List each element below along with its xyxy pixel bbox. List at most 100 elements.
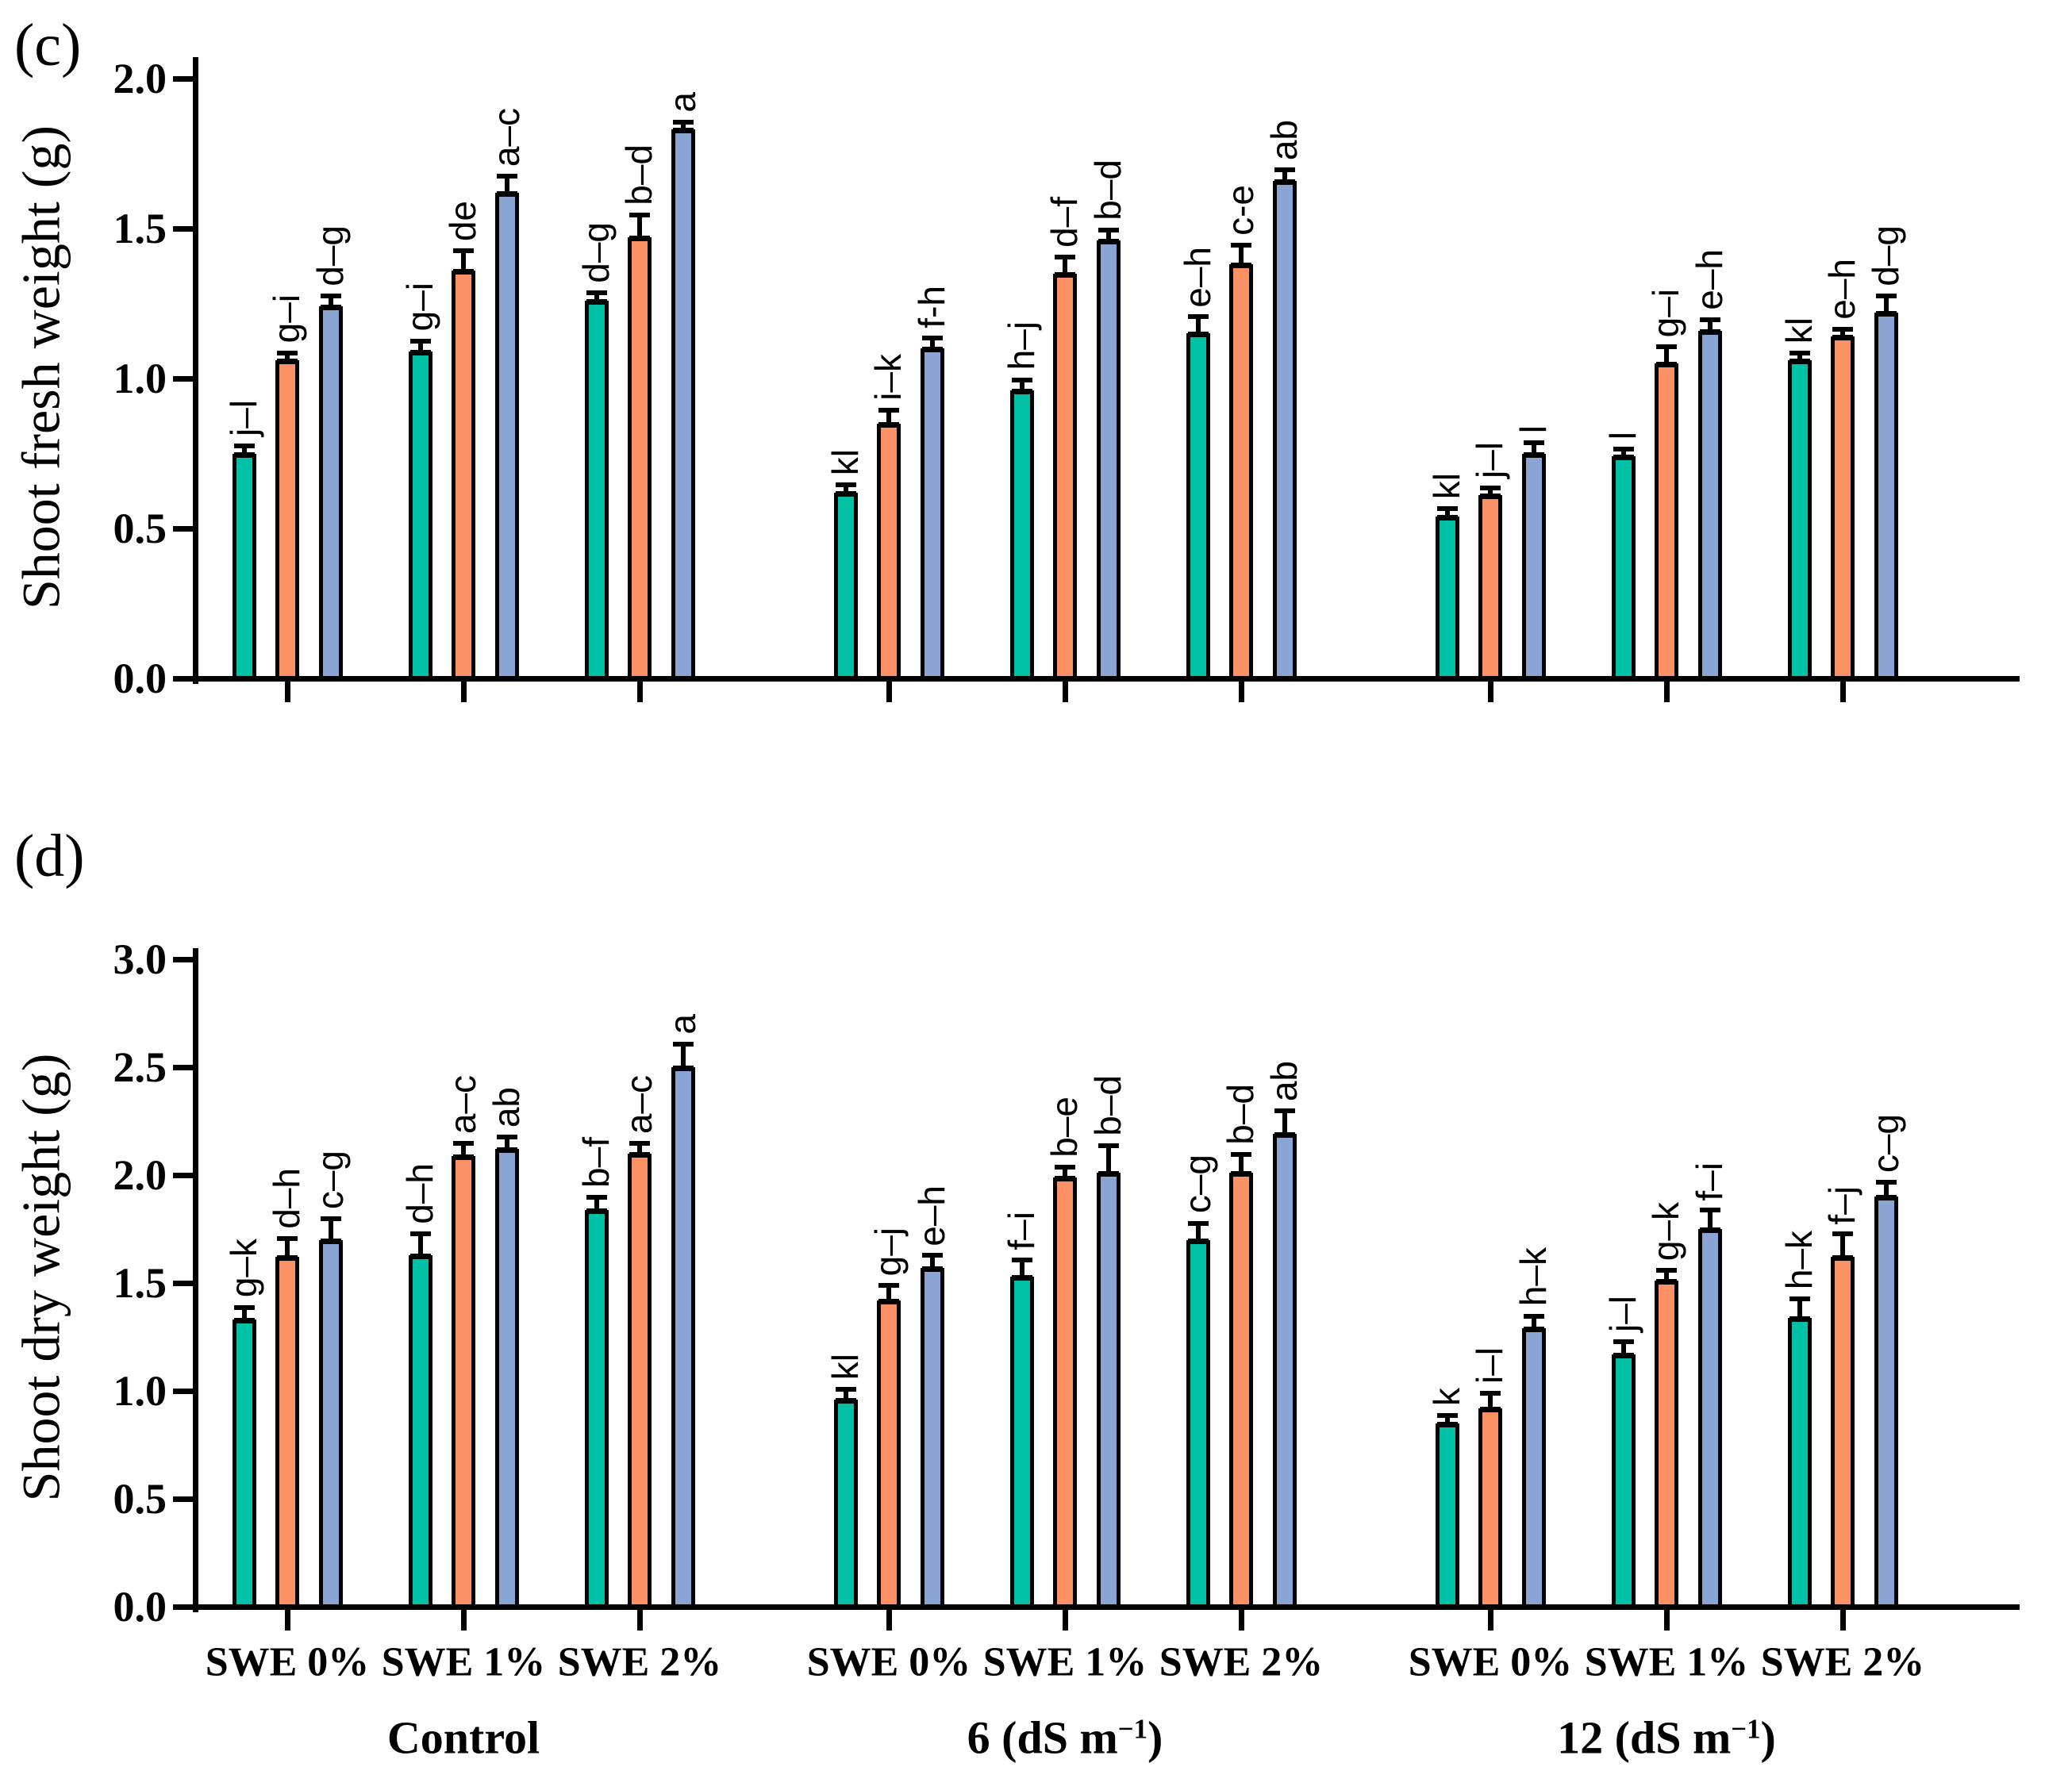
error-bar-top-cap [1700, 1208, 1720, 1213]
y-tick [173, 376, 193, 382]
significance-letter: g–k [223, 1239, 264, 1298]
x-category-label: SWE 2% [1760, 1639, 1925, 1685]
significance-letter: ab [1263, 1060, 1305, 1102]
error-bar-top-cap [1832, 1231, 1853, 1237]
bar [1655, 1281, 1678, 1608]
significance-letter: d–h [399, 1163, 440, 1225]
error-bar [418, 1235, 423, 1255]
error-bar [1532, 444, 1536, 454]
error-bar-bottom-cap [629, 236, 650, 241]
bar [628, 1153, 652, 1608]
x-group-label: 12 (dS m−1) [1557, 1711, 1776, 1764]
error-bar [1840, 330, 1845, 337]
error-bar-top-cap [1876, 293, 1897, 298]
error-bar-top-cap [497, 173, 517, 179]
significance-letter: e–h [911, 1185, 952, 1246]
error-bar [844, 1391, 848, 1400]
x-tick [1664, 682, 1670, 702]
significance-letter: j–l [1602, 1296, 1643, 1333]
bar [1273, 1134, 1297, 1608]
x-tick [637, 1610, 643, 1631]
error-bar [1445, 1416, 1450, 1423]
bar [585, 1209, 609, 1608]
y-tick-label: 2.0 [113, 1151, 167, 1199]
error-bar-bottom-cap [1437, 1421, 1458, 1427]
error-bar [1532, 1317, 1536, 1329]
error-bar-bottom-cap [1613, 455, 1634, 460]
error-bar [461, 1144, 466, 1156]
significance-letter: a–c [442, 1074, 483, 1134]
error-bar-bottom-cap [836, 490, 856, 496]
error-bar-top-cap [321, 1216, 341, 1222]
error-bar-bottom-cap [1656, 1279, 1677, 1285]
significance-letter: de [442, 201, 483, 242]
error-bar-bottom-cap [1524, 451, 1544, 457]
significance-letter: i–l [1469, 1347, 1510, 1385]
error-bar-bottom-cap [1524, 1327, 1544, 1332]
y-tick-label: 1.5 [113, 205, 167, 252]
error-bar-top-cap [836, 482, 856, 488]
y-tick [173, 957, 193, 962]
bar [319, 1239, 343, 1608]
error-bar [1239, 246, 1244, 265]
error-bar [505, 1138, 509, 1150]
y-axis-line [193, 948, 198, 1612]
error-bar [637, 216, 642, 238]
error-bar-top-cap [1188, 1220, 1209, 1226]
error-bar [1196, 318, 1201, 334]
error-bar-top-cap [1055, 254, 1075, 259]
y-tick-label: 3.0 [113, 935, 167, 983]
bar [1436, 1423, 1459, 1608]
error-bar-top-cap [836, 1387, 856, 1392]
error-bar-top-cap [1098, 227, 1119, 232]
significance-letter: d–g [575, 222, 617, 284]
x-group-label: Control [386, 1711, 540, 1764]
y-tick [173, 1173, 193, 1178]
significance-letter: e–h [1177, 246, 1218, 308]
error-bar-bottom-cap [497, 1147, 517, 1153]
bar [1010, 390, 1034, 680]
error-bar-top-cap [1480, 485, 1501, 490]
significance-letter: l [1602, 431, 1643, 440]
error-bar [886, 411, 891, 424]
error-bar-top-cap [410, 338, 431, 344]
bar [1229, 264, 1253, 680]
x-tick [637, 682, 643, 702]
error-bar [930, 339, 935, 349]
bar [671, 1067, 695, 1608]
error-bar [1106, 1147, 1111, 1173]
significance-letter: e–h [1689, 249, 1730, 311]
error-bar [1020, 381, 1024, 391]
panel-c-label: (c) [14, 12, 82, 79]
error-bar-bottom-cap [836, 1397, 856, 1403]
significance-letter: g–j [867, 1227, 909, 1277]
error-bar-bottom-cap [1656, 362, 1677, 367]
error-bar-bottom-cap [1832, 335, 1853, 340]
error-bar-top-cap [1274, 167, 1295, 173]
error-bar-bottom-cap [1274, 179, 1295, 184]
error-bar [1621, 450, 1626, 457]
error-bar-top-cap [1876, 1179, 1897, 1185]
y-tick [173, 1496, 193, 1502]
error-bar-bottom-cap [453, 1154, 474, 1159]
error-bar-bottom-cap [1789, 1316, 1810, 1321]
significance-letter: b–d [618, 144, 659, 206]
error-bar-top-cap [277, 350, 298, 355]
x-category-label: SWE 1% [1584, 1639, 1749, 1685]
error-bar [1239, 1155, 1244, 1173]
significance-letter: f–i [1689, 1162, 1730, 1201]
x-group-label: 6 (dS m−1) [967, 1711, 1163, 1764]
y-tick [173, 1604, 193, 1610]
significance-letter: l [1513, 424, 1554, 434]
error-bar-bottom-cap [1055, 271, 1075, 277]
bar [877, 423, 901, 680]
error-bar-top-cap [673, 1041, 694, 1047]
error-bar-top-cap [1274, 1108, 1295, 1114]
y-tick [173, 676, 193, 682]
error-bar-bottom-cap [1789, 359, 1810, 364]
error-bar [1282, 171, 1287, 181]
error-bar-bottom-cap [1832, 1255, 1853, 1261]
bar [1874, 1197, 1898, 1608]
error-bar-top-cap [453, 1140, 474, 1146]
error-bar [1282, 1112, 1287, 1135]
